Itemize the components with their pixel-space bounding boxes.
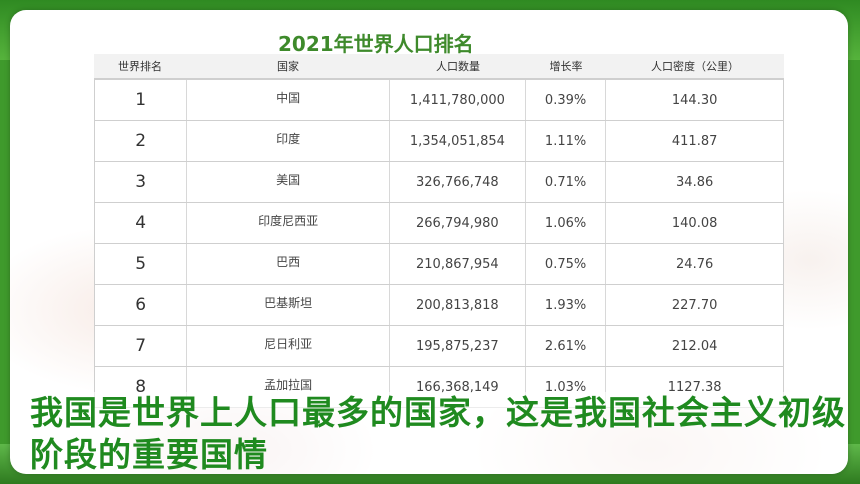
cell-growth: 1.11% <box>526 121 607 161</box>
table-row: 5 巴西 210,867,954 0.75% 24.76 <box>94 244 784 285</box>
cell-rank: 7 <box>95 326 188 366</box>
cell-density: 411.87 <box>671 133 718 149</box>
header-rank: 世界排名 <box>118 60 162 73</box>
slide-card: 2021年世界人口排名 世界排名 国家 人口数量 增长率 人口密度（公里） 1 … <box>10 10 848 474</box>
cell-country: 巴西 <box>187 244 390 284</box>
cell-rank: 1 <box>95 80 188 120</box>
cell-rank: 5 <box>95 244 188 284</box>
cell-country: 美国 <box>187 162 390 202</box>
cell-country: 尼日利亚 <box>187 326 390 366</box>
summary-caption: 我国是世界上人口最多的国家，这是我国社会主义初级阶段的重要国情 <box>30 392 848 474</box>
cell-population: 210,867,954 <box>390 244 526 284</box>
cell-rank: 4 <box>95 203 188 243</box>
cell-population: 166,368,149 <box>390 367 526 407</box>
table-header: 世界排名 国家 人口数量 增长率 人口密度（公里） <box>94 54 784 78</box>
table-row: 1 中国 1,411,780,000 0.39% 144.30 <box>94 79 784 121</box>
table-row: 4 印度尼西亚 266,794,980 1.06% 140.08 <box>94 203 784 244</box>
cell-density: 1127.38 <box>667 379 722 395</box>
cell-density: 144.30 <box>671 92 718 108</box>
cell-population: 1,354,051,854 <box>390 121 526 161</box>
cell-density: 212.04 <box>671 338 718 354</box>
cell-rank: 2 <box>95 121 188 161</box>
cell-density: 34.86 <box>676 174 714 190</box>
header-density: 人口密度（公里） <box>651 60 739 73</box>
cell-growth: 0.71% <box>526 162 607 202</box>
cell-density: 227.70 <box>671 297 718 313</box>
table-row: 2 印度 1,354,051,854 1.11% 411.87 <box>94 121 784 162</box>
cell-population: 200,813,818 <box>390 285 526 325</box>
table-body: 1 中国 1,411,780,000 0.39% 144.30 2 印度 1,3… <box>94 78 784 408</box>
cell-population: 266,794,980 <box>390 203 526 243</box>
cell-growth: 2.61% <box>526 326 607 366</box>
table-row: 6 巴基斯坦 200,813,818 1.93% 227.70 <box>94 285 784 326</box>
cell-country: 中国 <box>187 80 390 120</box>
cell-growth: 1.93% <box>526 285 607 325</box>
cell-rank: 8 <box>95 367 188 407</box>
cell-density: 24.76 <box>676 256 714 272</box>
table-row: 3 美国 326,766,748 0.71% 34.86 <box>94 162 784 203</box>
cell-country: 印度 <box>187 121 390 161</box>
table-row: 7 尼日利亚 195,875,237 2.61% 212.04 <box>94 326 784 367</box>
cell-population: 326,766,748 <box>390 162 526 202</box>
cell-growth: 1.06% <box>526 203 607 243</box>
cell-country: 印度尼西亚 <box>187 203 390 243</box>
cell-growth: 0.75% <box>526 244 607 284</box>
cell-density: 140.08 <box>671 215 718 231</box>
header-growth: 增长率 <box>549 60 583 73</box>
cell-rank: 3 <box>95 162 188 202</box>
cell-growth: 1.03% <box>526 367 607 407</box>
cell-country: 孟加拉国 <box>187 367 390 407</box>
header-country: 国家 <box>277 60 299 73</box>
cell-rank: 6 <box>95 285 188 325</box>
population-table: 世界排名 国家 人口数量 增长率 人口密度（公里） 1 中国 1,411,780… <box>94 54 784 408</box>
cell-population: 195,875,237 <box>390 326 526 366</box>
cell-growth: 0.39% <box>526 80 607 120</box>
cell-country: 巴基斯坦 <box>187 285 390 325</box>
slide-title: 2021年世界人口排名 <box>278 32 474 56</box>
cell-population: 1,411,780,000 <box>390 80 526 120</box>
header-population: 人口数量 <box>436 60 480 73</box>
